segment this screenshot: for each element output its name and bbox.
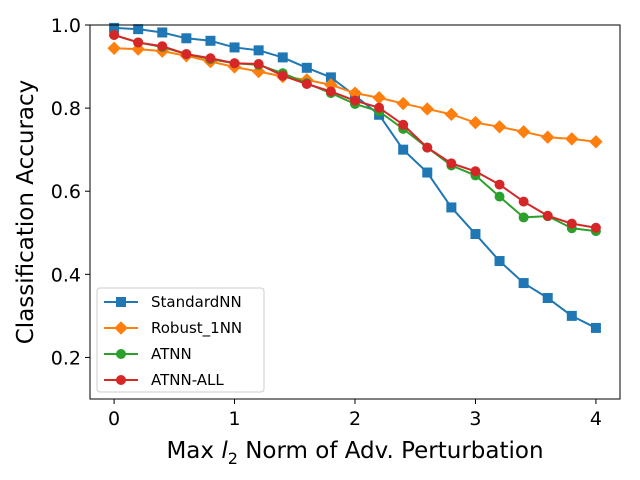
legend-entry: Robust_1NN [104, 319, 242, 338]
data-point [494, 191, 505, 202]
legend-label: ATNN [151, 345, 192, 363]
data-point [205, 35, 216, 46]
data-point [229, 42, 240, 53]
x-tick-label: 2 [349, 408, 361, 430]
x-tick-label: 0 [108, 408, 120, 430]
x-tick-label: 1 [228, 408, 240, 430]
data-point [301, 62, 312, 73]
data-point [518, 212, 529, 223]
legend-swatch-marker [114, 321, 128, 335]
data-point [542, 293, 553, 304]
data-point [542, 210, 553, 221]
y-tick-label: 0.2 [51, 347, 81, 369]
data-point [494, 179, 505, 190]
data-point [398, 119, 409, 130]
x-tick-label: 3 [469, 408, 481, 430]
data-point [398, 144, 409, 155]
data-point [350, 95, 360, 106]
data-point [541, 130, 555, 144]
legend-entries: StandardNN Robust_1NN ATNN ATNN-ALL [104, 293, 242, 389]
data-point [565, 132, 579, 146]
data-point [253, 59, 264, 70]
legend-label: ATNN-ALL [151, 371, 224, 389]
data-point [492, 120, 507, 134]
data-point [325, 86, 336, 97]
data-point [205, 53, 216, 64]
data-point [468, 115, 483, 130]
data-point [396, 96, 410, 111]
y-tick-label: 0.4 [51, 264, 81, 286]
data-point [470, 229, 481, 240]
y-tick-label: 1.0 [51, 15, 81, 37]
data-point [518, 196, 529, 207]
y-axis-label: Classification Accuracy [13, 80, 39, 345]
data-point [277, 70, 288, 81]
data-point [566, 218, 577, 229]
data-point [107, 41, 121, 55]
legend-swatch-marker [116, 349, 126, 359]
legend-label: StandardNN [151, 293, 242, 311]
y-tick-label: 0.6 [51, 181, 81, 203]
legend-box [96, 287, 265, 393]
data-point [566, 310, 577, 321]
x-tick-label: 4 [590, 408, 602, 430]
data-point [420, 102, 434, 116]
data-point [589, 135, 603, 149]
data-point [446, 158, 457, 169]
legend-entry: StandardNN [104, 293, 242, 311]
data-point [157, 41, 168, 52]
y-tick-label: 0.8 [51, 98, 81, 120]
data-point [374, 102, 385, 113]
data-point [133, 24, 144, 35]
data-point [181, 49, 192, 60]
series-layer [107, 22, 603, 333]
data-point [422, 142, 433, 153]
series-atnn-all [109, 29, 601, 233]
tick-layer: 0 1 2 3 4 0.2 0.4 0.6 0.8 1.0 [51, 15, 602, 430]
legend-swatch-marker [116, 297, 126, 307]
data-point [446, 202, 457, 213]
legend: StandardNN Robust_1NN ATNN ATNN-ALL [96, 287, 265, 393]
data-point [516, 125, 531, 139]
x-axis-label: Max l2 Norm of Adv. Perturbation [166, 438, 543, 468]
data-point [253, 45, 264, 56]
data-point [229, 58, 240, 69]
data-point [590, 322, 601, 333]
data-point [133, 37, 144, 48]
data-point [277, 52, 288, 63]
data-point [470, 166, 481, 177]
legend-label: Robust_1NN [151, 319, 242, 338]
data-point [518, 278, 529, 289]
data-point [422, 167, 433, 178]
data-point [494, 256, 505, 267]
data-point [109, 29, 120, 40]
legend-entry: ATNN [104, 345, 192, 363]
legend-swatch-marker [116, 375, 126, 385]
data-point [590, 222, 601, 233]
data-point [301, 79, 312, 90]
data-point [444, 107, 459, 122]
data-point [157, 27, 168, 38]
data-point [181, 33, 192, 44]
legend-entry: ATNN-ALL [104, 371, 224, 389]
